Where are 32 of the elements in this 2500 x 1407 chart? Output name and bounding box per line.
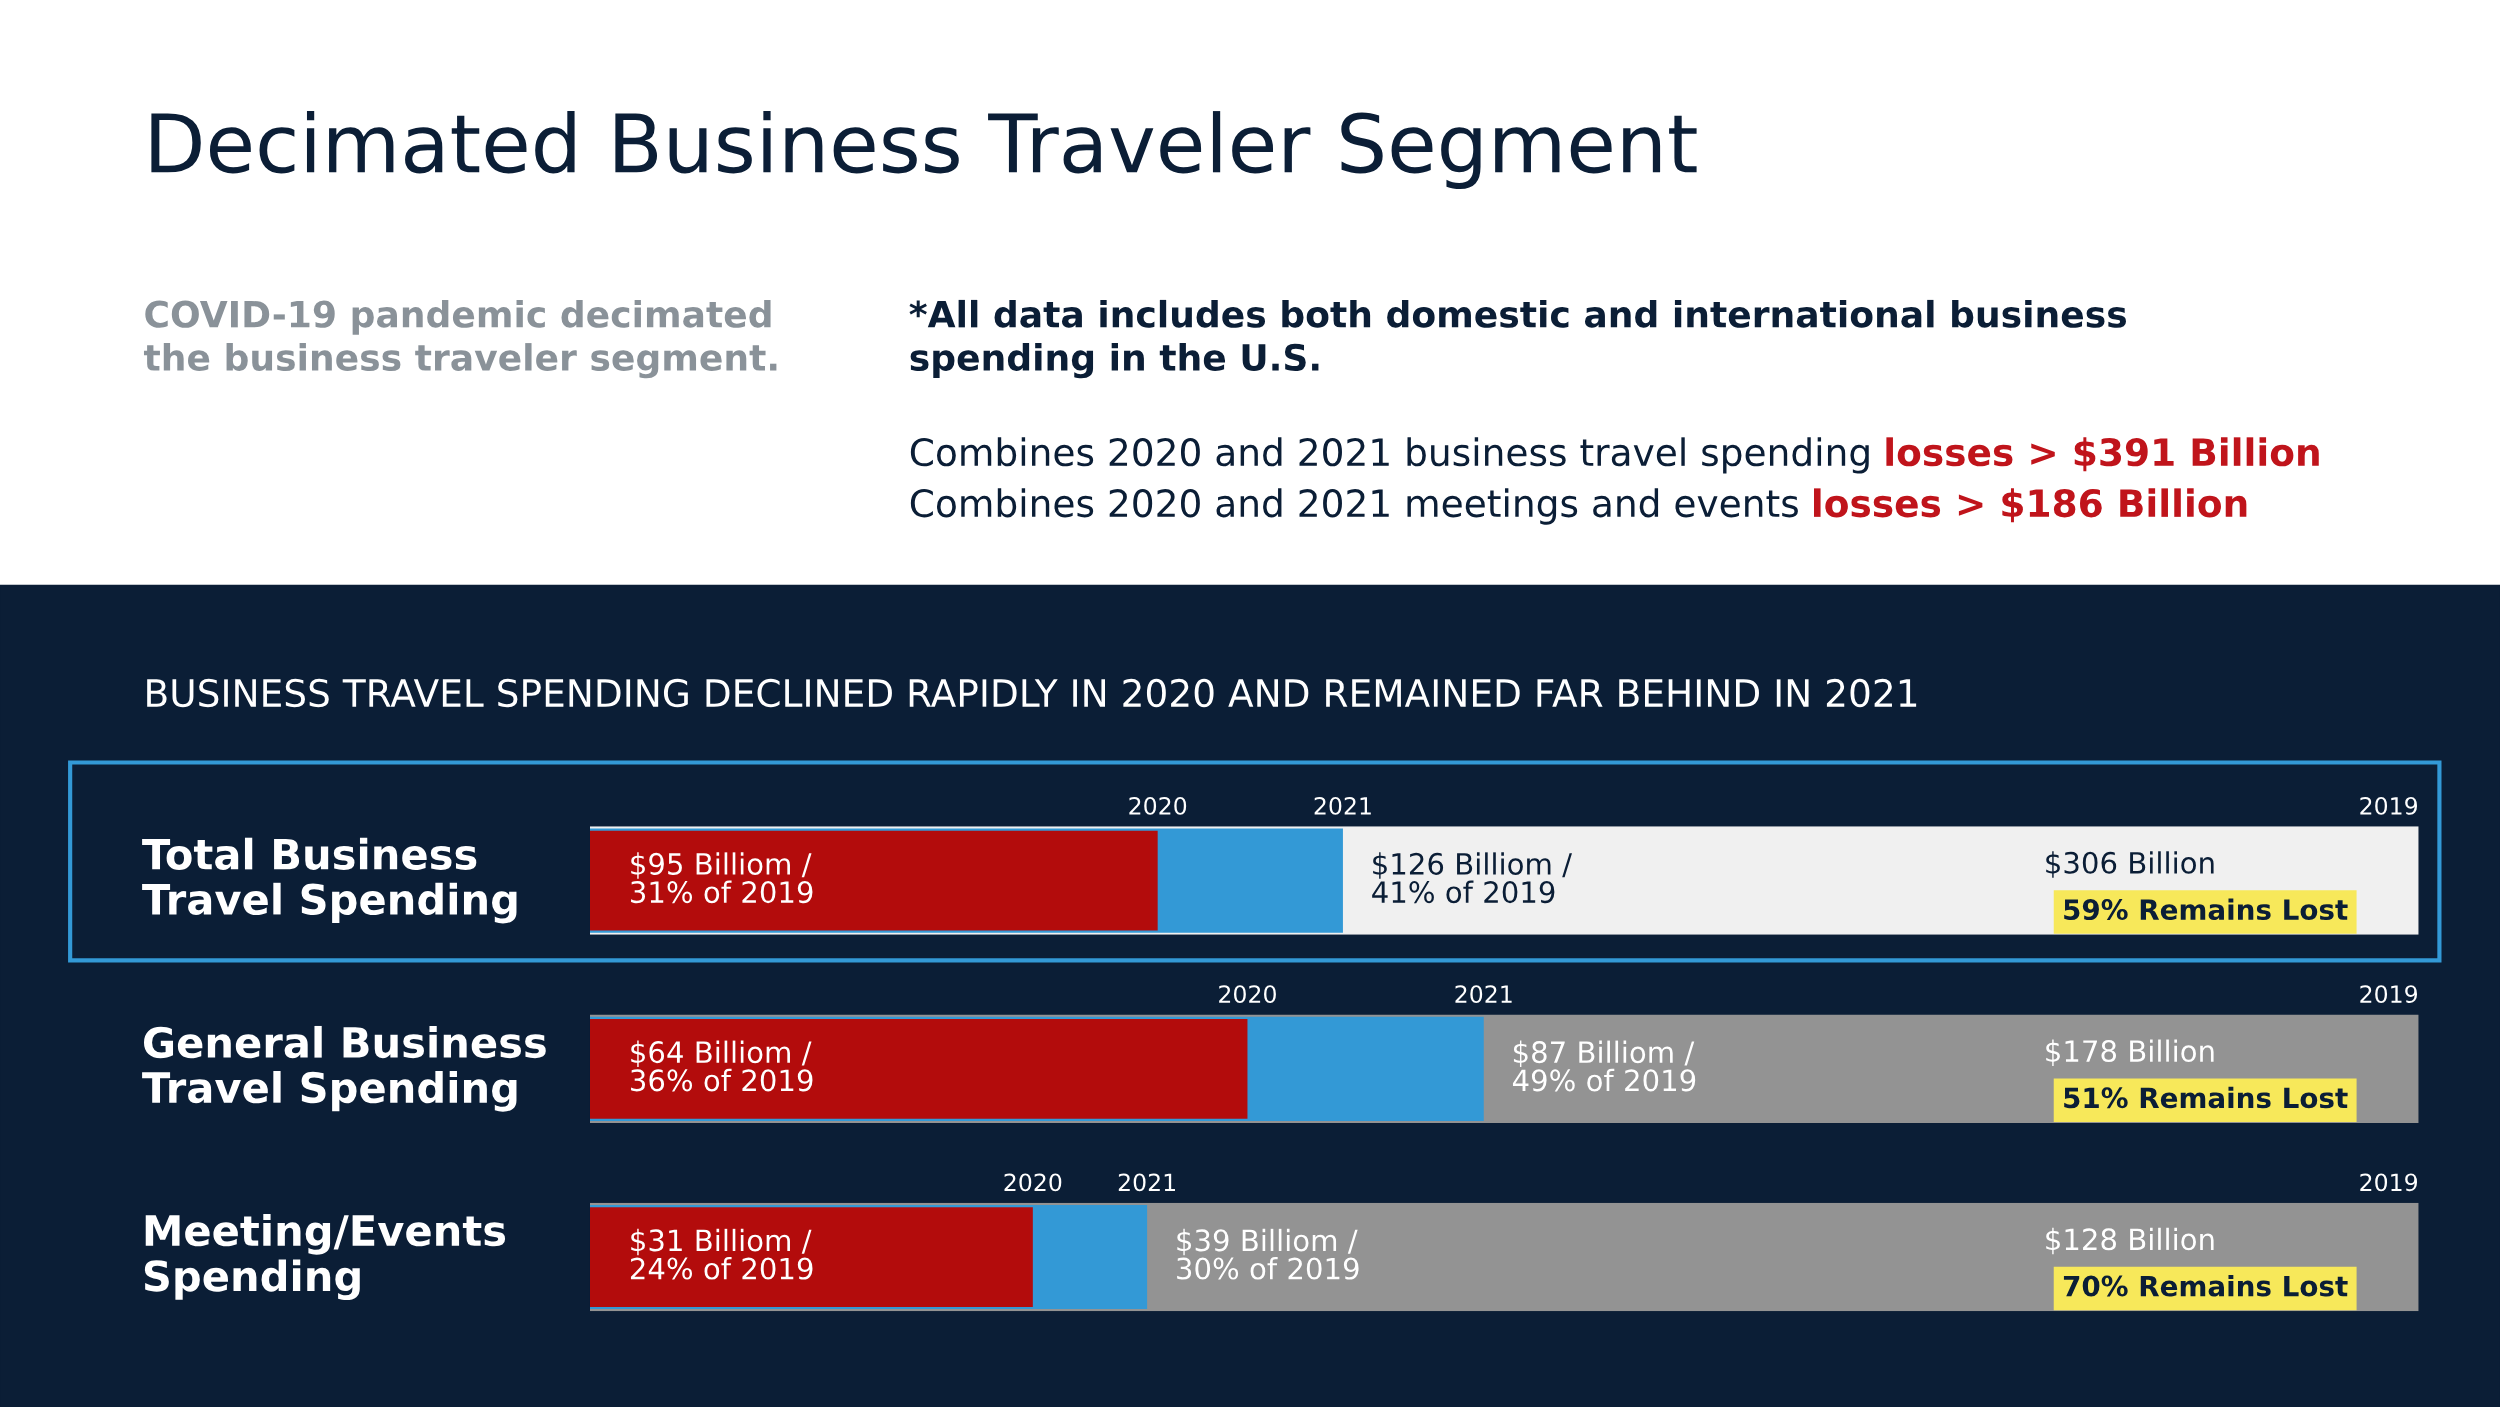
data-label: $39 Billiom / 30% of 2019 bbox=[1177, 1228, 1359, 1280]
category-label: General Business Travel Spending bbox=[142, 1025, 546, 1112]
annotation: 51% Remains Lost bbox=[2064, 1086, 2348, 1109]
series-label: 2020 bbox=[1129, 796, 1187, 815]
series-label: 2019 bbox=[2360, 1173, 2418, 1192]
category-label: Total Business Travel Spending bbox=[142, 837, 517, 924]
text: Combines 2020 and 2021 meetings and events bbox=[910, 488, 1798, 525]
annotation: 59% Remains Lost bbox=[2064, 898, 2348, 921]
annotation: 70% Remains Lost bbox=[2063, 1275, 2348, 1297]
text: *All data includes both domestic and international business spending in the U.S. bbox=[909, 299, 2126, 379]
data-label: $64 Billiom / 36% of 2019 bbox=[631, 1040, 813, 1092]
text: Decimated Business Traveler Segment bbox=[151, 111, 1697, 190]
category-label: Meeting/Events Spending bbox=[144, 1214, 506, 1301]
series-label: 2020 bbox=[1219, 985, 1276, 1004]
data-label: $31 Billiom / 24% of 2019 bbox=[630, 1228, 813, 1280]
text: COVID-19 pandemic decimated the business traveler segment. bbox=[143, 299, 777, 379]
series-label: 2021 bbox=[1455, 985, 1512, 1004]
series-label: 2021 bbox=[1118, 1173, 1175, 1192]
series-label: 2021 bbox=[1314, 796, 1371, 815]
data-label: $126 Billiom / 41% of 2019 bbox=[1372, 852, 1572, 904]
series-label: 2020 bbox=[1004, 1173, 1062, 1192]
series-label: 2019 bbox=[2360, 985, 2418, 1004]
chart-title: BUSINESS TRAVEL SPENDING DECLINED RAPIDLY IN 2020 AND REMAINED FAR BEHIND IN 2021 bbox=[147, 678, 1917, 708]
text: losses > $186 Billion bbox=[1814, 488, 2247, 523]
text: losses > $391 Billion bbox=[1886, 437, 2319, 472]
data-label: $128 Billion bbox=[2046, 1227, 2214, 1255]
data-label: $178 Billion bbox=[2046, 1039, 2214, 1066]
data-label: $87 Billiom / 49% of 2019 bbox=[1512, 1040, 1696, 1092]
data-label: $95 Billiom / 31% of 2019 bbox=[631, 852, 813, 904]
series-label: 2019 bbox=[2360, 796, 2418, 815]
data-label: $306 Billion bbox=[2046, 851, 2214, 878]
text: Combines 2020 and 2021 business travel spending bbox=[910, 437, 1869, 474]
